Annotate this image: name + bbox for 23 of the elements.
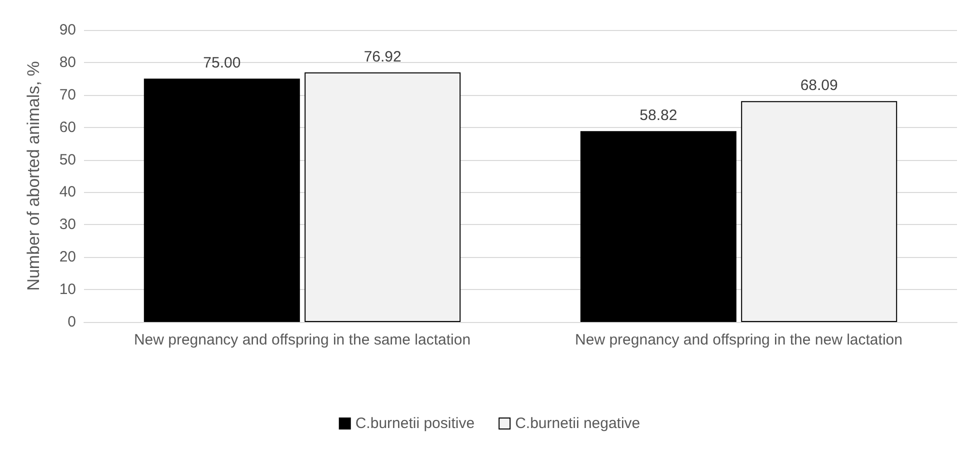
y-tick-label: 80 xyxy=(59,54,76,71)
data-label: 76.92 xyxy=(364,48,402,66)
y-tick-label: 0 xyxy=(68,314,76,330)
data-label: 68.09 xyxy=(800,77,838,94)
bar xyxy=(580,131,736,322)
y-tick-label: 60 xyxy=(59,118,76,136)
x-tick-label: New pregnancy and offspring in the same lactation xyxy=(134,332,471,348)
bar xyxy=(144,78,300,322)
legend-label: C.burnetii positive xyxy=(355,415,475,432)
y-tick-label: 70 xyxy=(59,86,76,104)
y-tick-label: 30 xyxy=(59,216,76,234)
y-tick-label: 90 xyxy=(59,22,76,38)
bar xyxy=(741,101,898,322)
y-tick-label: 10 xyxy=(59,281,76,298)
y-tick-label: 40 xyxy=(59,184,76,201)
y-axis-title: Number of aborted animals, % xyxy=(24,61,43,291)
data-label: 75.00 xyxy=(203,54,241,72)
x-tick-label: New pregnancy and offspring in the new lactation xyxy=(575,332,902,348)
bar xyxy=(304,72,461,322)
y-tick-label: 20 xyxy=(59,248,76,266)
y-tick-label: 50 xyxy=(59,151,76,168)
legend-label: C.burnetii negative xyxy=(515,415,640,432)
data-label: 58.82 xyxy=(640,107,678,124)
